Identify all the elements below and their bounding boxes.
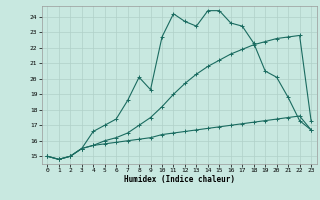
X-axis label: Humidex (Indice chaleur): Humidex (Indice chaleur): [124, 175, 235, 184]
